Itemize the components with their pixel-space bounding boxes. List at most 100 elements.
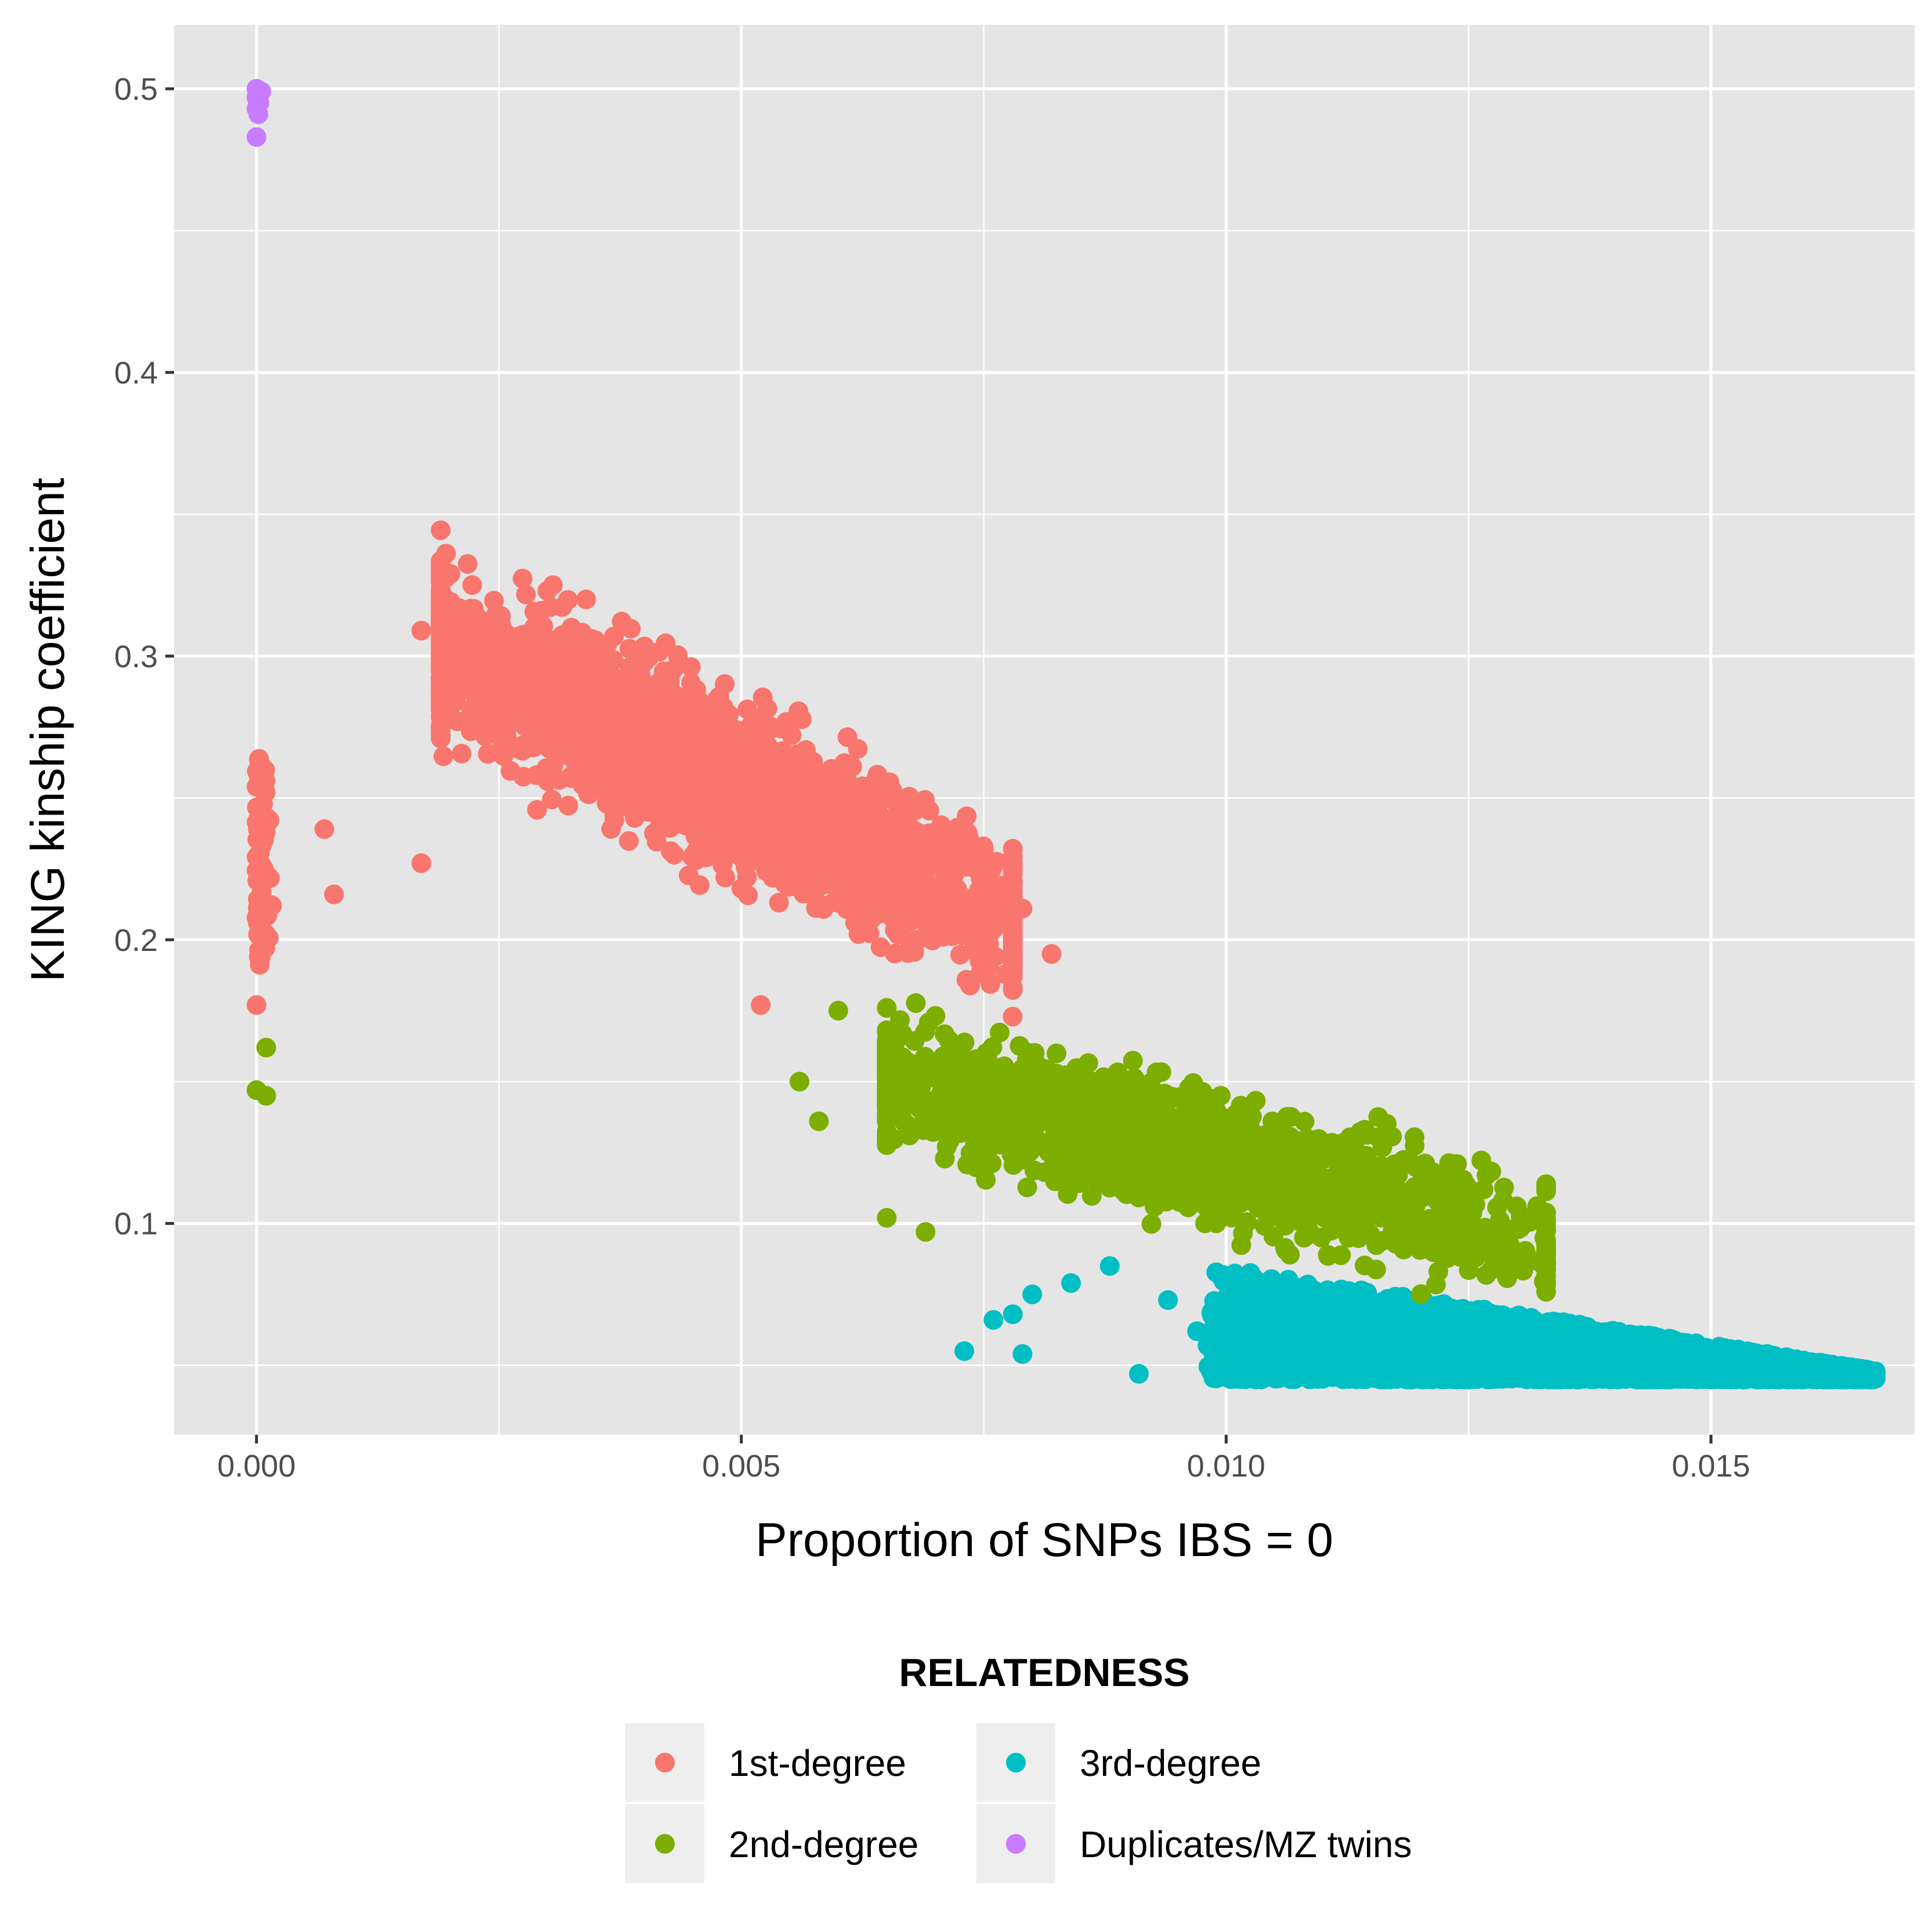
- point-2nd-degree: [1209, 1134, 1229, 1155]
- point-3rd-degree: [1552, 1330, 1572, 1350]
- point-3rd-degree: [1240, 1263, 1261, 1283]
- point-3rd-degree: [1365, 1333, 1385, 1353]
- point-2nd-degree: [1183, 1073, 1203, 1093]
- point-2nd-degree: [1366, 1260, 1386, 1280]
- point-3rd-degree: [1351, 1280, 1372, 1301]
- point-2nd-degree: [1123, 1051, 1143, 1071]
- point-2nd-degree: [1344, 1179, 1364, 1199]
- point-3rd-degree: [1525, 1311, 1545, 1331]
- point-3rd-degree: [1453, 1298, 1473, 1319]
- point-3rd-degree: [1099, 1256, 1120, 1276]
- point-2nd-degree: [1091, 1098, 1112, 1119]
- point-3rd-degree: [1563, 1316, 1583, 1336]
- point-2nd-degree: [1186, 1130, 1206, 1150]
- point-3rd-degree: [1347, 1367, 1367, 1387]
- point-2nd-degree: [939, 1131, 960, 1151]
- point-2nd-degree: [1428, 1186, 1449, 1207]
- point-2nd-degree: [1411, 1284, 1431, 1304]
- point-2nd-degree: [1218, 1159, 1238, 1180]
- point-3rd-degree: [983, 1310, 1004, 1330]
- point-3rd-degree: [1412, 1343, 1432, 1363]
- point-3rd-degree: [1650, 1369, 1670, 1389]
- point-2nd-degree: [1003, 1088, 1023, 1108]
- point-3rd-degree: [1341, 1349, 1362, 1369]
- point-2nd-degree: [1195, 1213, 1215, 1233]
- point-2nd-degree: [1415, 1153, 1435, 1174]
- point-2nd-degree: [1476, 1265, 1496, 1285]
- point-3rd-degree: [1453, 1341, 1473, 1361]
- point-2nd-degree: [1144, 1177, 1164, 1197]
- point-3rd-degree: [1469, 1352, 1489, 1372]
- point-3rd-degree: [1384, 1360, 1405, 1380]
- point-3rd-degree: [1129, 1363, 1149, 1384]
- point-3rd-degree: [1251, 1368, 1272, 1388]
- point-3rd-degree: [1367, 1300, 1388, 1320]
- point-3rd-degree: [1575, 1368, 1595, 1388]
- point-3rd-degree: [1808, 1362, 1829, 1382]
- point-2nd-degree: [975, 1153, 994, 1173]
- data-points: [247, 79, 1886, 1390]
- point-3rd-degree: [1586, 1322, 1607, 1342]
- point-3rd-degree: [1233, 1369, 1254, 1389]
- point-3rd-degree: [1498, 1358, 1518, 1378]
- point-2nd-degree: [1536, 1211, 1556, 1231]
- point-3rd-degree: [1866, 1363, 1886, 1384]
- point-3rd-degree: [1262, 1286, 1282, 1307]
- point-3rd-degree: [1481, 1332, 1502, 1352]
- point-2nd-degree: [1493, 1190, 1513, 1210]
- point-3rd-degree: [1012, 1344, 1033, 1364]
- point-3rd-degree: [1699, 1359, 1719, 1379]
- point-3rd-degree: [1761, 1349, 1781, 1369]
- point-3rd-degree: [1326, 1326, 1347, 1346]
- point-2nd-degree: [1447, 1154, 1467, 1174]
- point-3rd-degree: [954, 1341, 975, 1361]
- point-2nd-degree: [1345, 1221, 1365, 1242]
- point-3rd-degree: [1535, 1338, 1555, 1359]
- point-3rd-degree: [1633, 1363, 1653, 1383]
- point-3rd-degree: [1276, 1341, 1297, 1362]
- point-2nd-degree: [1150, 1158, 1171, 1178]
- point-3rd-degree: [1273, 1309, 1293, 1330]
- point-2nd-degree: [877, 1134, 897, 1154]
- point-3rd-degree: [1233, 1338, 1253, 1358]
- point-2nd-degree: [1200, 1167, 1221, 1187]
- point-2nd-degree: [990, 1022, 1010, 1043]
- point-2nd-degree: [1536, 1177, 1556, 1197]
- point-2nd-degree: [1294, 1112, 1315, 1132]
- point-3rd-degree: [1356, 1352, 1377, 1372]
- point-3rd-degree: [1436, 1365, 1456, 1385]
- point-2nd-degree: [946, 1040, 966, 1061]
- series-3rd-degree: [954, 1256, 1886, 1390]
- point-3rd-degree: [1294, 1363, 1314, 1384]
- point-3rd-degree: [1743, 1367, 1764, 1388]
- point-3rd-degree: [1225, 1291, 1246, 1312]
- point-2nd-degree: [1276, 1240, 1296, 1260]
- point-3rd-degree: [1550, 1369, 1570, 1388]
- point-2nd-degree: [918, 1012, 939, 1033]
- point-3rd-degree: [1526, 1366, 1546, 1386]
- point-2nd-degree: [1341, 1159, 1362, 1180]
- point-2nd-degree: [910, 1099, 930, 1119]
- point-3rd-degree: [1335, 1298, 1355, 1318]
- point-2nd-degree: [1490, 1210, 1510, 1231]
- point-3rd-degree: [1573, 1338, 1594, 1359]
- point-2nd-degree: [1495, 1252, 1515, 1272]
- point-3rd-degree: [1424, 1320, 1445, 1341]
- point-3rd-degree: [1198, 1356, 1218, 1377]
- point-2nd-degree: [1161, 1179, 1181, 1199]
- point-3rd-degree: [1647, 1333, 1667, 1354]
- point-2nd-degree: [1124, 1165, 1144, 1185]
- point-2nd-degree: [987, 1110, 1007, 1130]
- point-2nd-degree: [1047, 1043, 1066, 1063]
- point-2nd-degree: [1325, 1141, 1345, 1162]
- point-2nd-degree: [1032, 1066, 1052, 1087]
- point-3rd-degree: [1318, 1286, 1338, 1307]
- point-3rd-degree: [1616, 1340, 1636, 1361]
- point-3rd-degree: [1197, 1336, 1218, 1356]
- point-2nd-degree: [1141, 1214, 1162, 1234]
- point-3rd-degree: [1430, 1298, 1450, 1319]
- point-3rd-degree: [1158, 1290, 1178, 1310]
- point-3rd-degree: [1695, 1337, 1716, 1358]
- point-2nd-degree: [935, 1024, 955, 1044]
